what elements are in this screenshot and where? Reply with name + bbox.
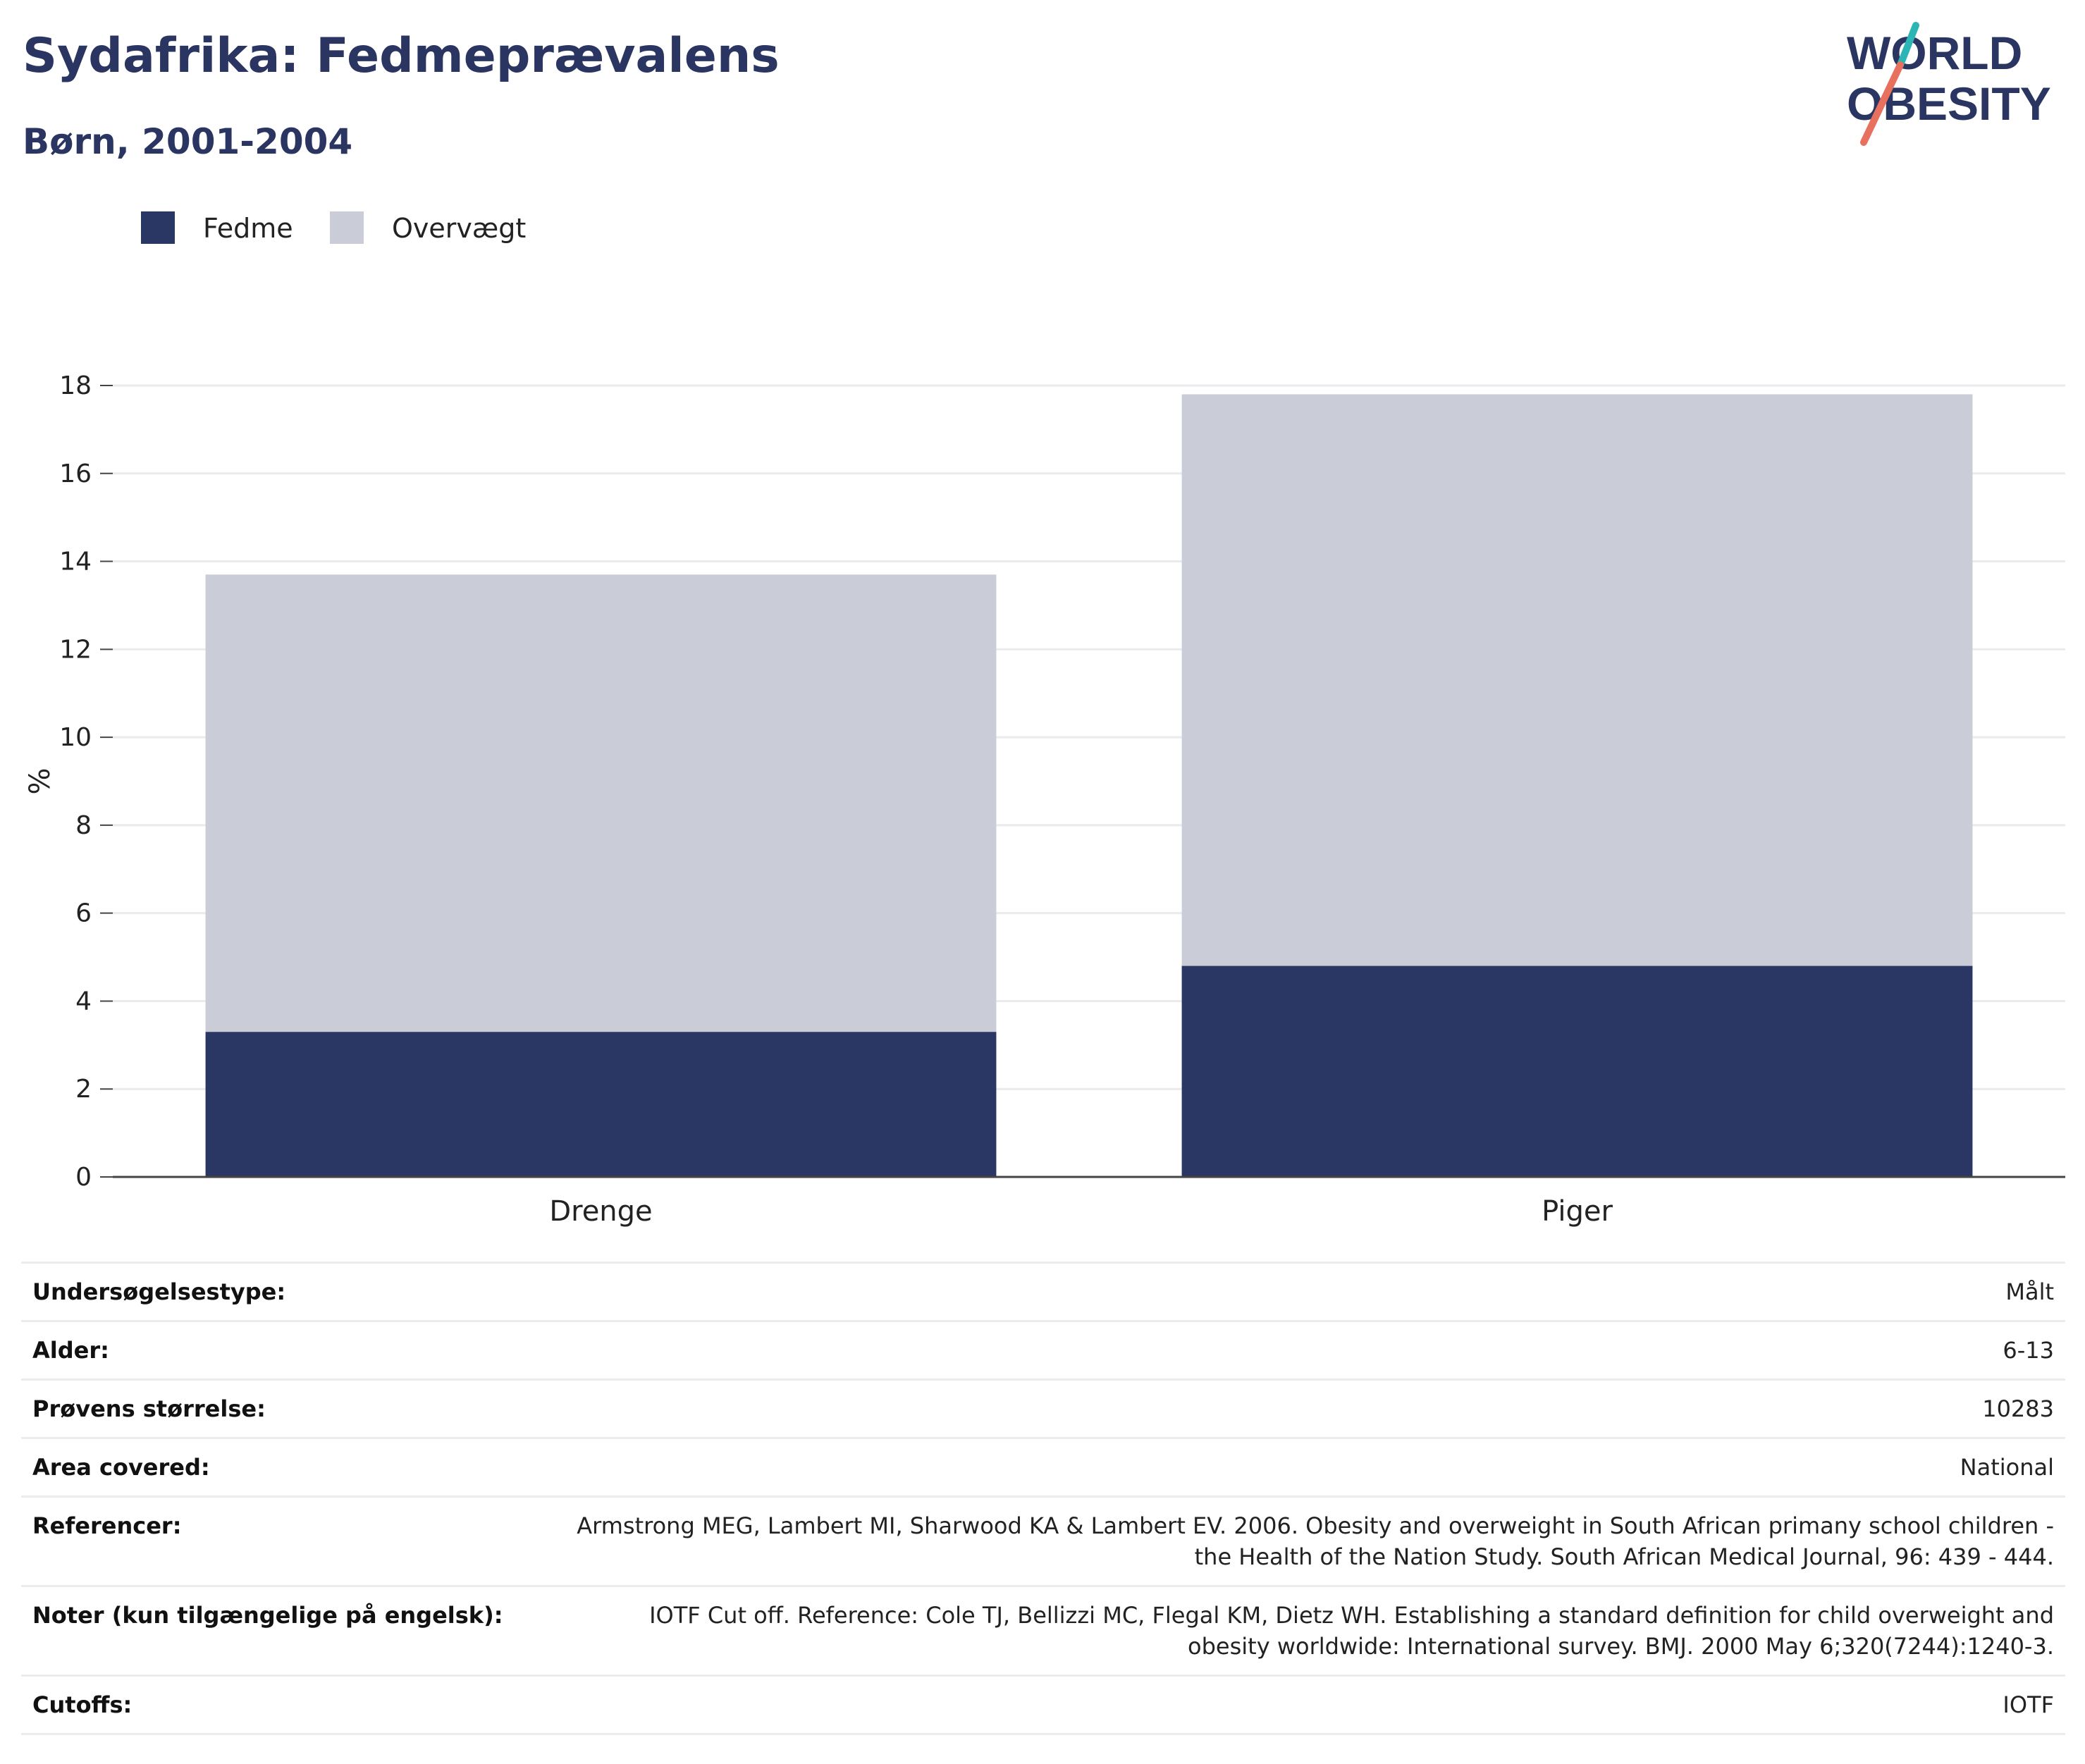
logo-text-obesity: OBESITY	[1847, 78, 2051, 130]
bar-drenge-overvgt	[205, 574, 997, 1032]
detail-label: Prøvens størrelse:	[21, 1378, 551, 1438]
chart-title: Sydafrika: Fedmeprævalens	[23, 28, 780, 84]
y-tick-label-16: 16	[59, 459, 92, 488]
detail-label: Alder:	[21, 1320, 551, 1380]
x-tick-label-piger: Piger	[1542, 1195, 1613, 1228]
detail-label: Noter (kun tilgængelige på engelsk):	[21, 1585, 551, 1676]
detail-value: Målt	[551, 1262, 2065, 1321]
detail-row: Area covered: National	[21, 1437, 2065, 1497]
detail-row: Alder: 6-13	[21, 1320, 2065, 1380]
x-tick-label-drenge: Drenge	[549, 1195, 652, 1228]
survey-details-table: Undersøgelsestype: Målt Alder: 6-13 Prøvens …	[21, 1262, 2065, 1735]
logo-text-world: WORLD	[1847, 27, 2022, 79]
detail-label: Undersøgelsestype:	[21, 1262, 551, 1321]
detail-value: 10283	[551, 1378, 2065, 1438]
detail-value: IOTF Cut off. Reference: Cole TJ, Belliz…	[551, 1585, 2065, 1676]
detail-value: IOTF	[551, 1674, 2065, 1735]
detail-row: Cutoffs: IOTF	[21, 1674, 2065, 1735]
logo-slash-teal	[1897, 22, 1919, 68]
detail-value: 6-13	[551, 1320, 2065, 1380]
detail-value: Armstrong MEG, Lambert MI, Sharwood KA &…	[551, 1495, 2065, 1586]
bar-piger-fedme	[1181, 966, 1973, 1177]
detail-label: Area covered:	[21, 1437, 551, 1497]
y-tick-label-14: 14	[59, 548, 92, 576]
legend-label-overvaegt: Overvægt	[392, 213, 527, 244]
legend-label-fedme: Fedme	[203, 213, 293, 244]
y-tick-label-2: 2	[75, 1075, 92, 1104]
logo-slash-coral	[1860, 61, 1904, 146]
y-axis-label: %	[24, 767, 56, 794]
y-tick-label-6: 6	[75, 899, 92, 928]
legend-swatch-overvaegt	[330, 211, 364, 244]
chart-subtitle: Børn, 2001-2004	[23, 121, 353, 162]
y-tick-label-8: 8	[75, 811, 92, 840]
bar-drenge-fedme	[205, 1032, 997, 1177]
detail-row: Undersøgelsestype: Målt	[21, 1262, 2065, 1321]
detail-row: Prøvens størrelse: 10283	[21, 1378, 2065, 1438]
bar-piger-overvgt	[1181, 394, 1973, 966]
detail-label: Referencer:	[21, 1495, 551, 1586]
detail-label: Cutoffs:	[21, 1674, 551, 1735]
y-tick-label-10: 10	[59, 723, 92, 752]
y-tick-label-12: 12	[59, 635, 92, 664]
y-tick-label-18: 18	[59, 371, 92, 400]
detail-row: Noter (kun tilgængelige på engelsk): IOTF…	[21, 1585, 2065, 1676]
stacked-bar-chart: 0 2 4 6 8 10 12 14 16 18% Drenge Piger	[0, 352, 2085, 1233]
chart-svg: 0 2 4 6 8 10 12 14 16 18% Drenge Piger	[24, 371, 2065, 1228]
world-obesity-logo: WORLD OBESITY	[1847, 22, 2051, 146]
detail-value: National	[551, 1437, 2065, 1497]
legend-swatch-fedme	[141, 211, 175, 244]
detail-row: Referencer: Armstrong MEG, Lambert MI, Sh…	[21, 1495, 2065, 1586]
y-tick-label-4: 4	[75, 987, 92, 1016]
y-tick-label-0: 0	[75, 1163, 92, 1192]
